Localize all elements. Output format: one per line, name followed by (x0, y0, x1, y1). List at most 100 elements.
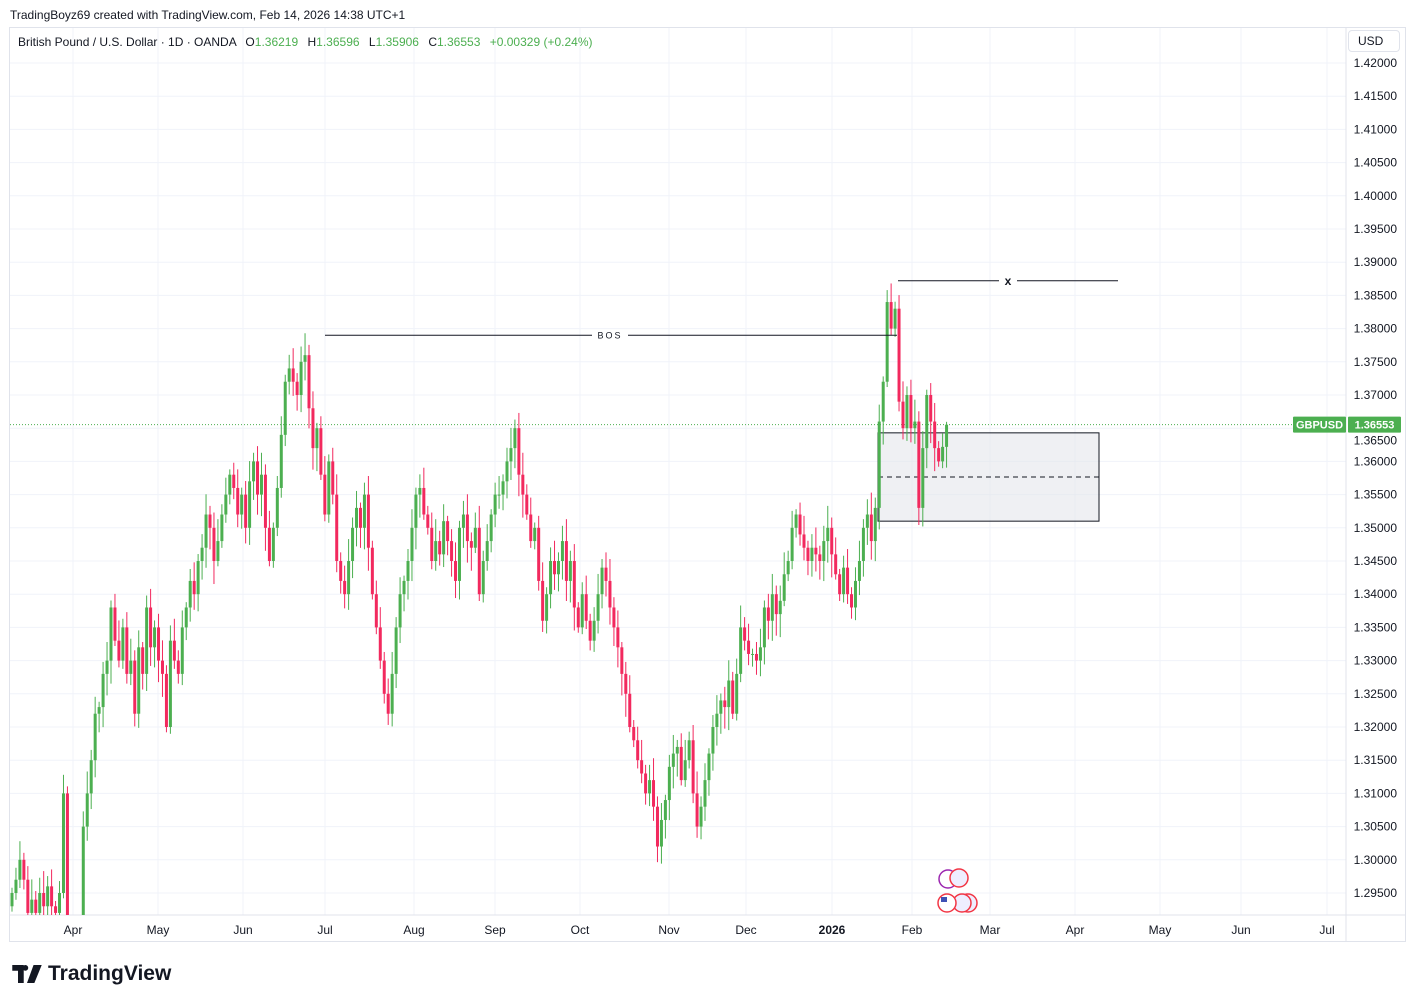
price-tick-label: 1.35000 (1354, 521, 1398, 535)
candle-up (303, 355, 307, 362)
candle-down (22, 859, 26, 880)
candle-up (687, 740, 691, 761)
price-tick-label: 1.36000 (1354, 454, 1398, 468)
candle-up (398, 594, 402, 628)
candle-down (846, 567, 850, 595)
candle-up (109, 607, 113, 661)
time-tick-label: May (1149, 923, 1172, 937)
time-tick-label: Apr (1066, 923, 1085, 937)
candle-down (628, 693, 632, 727)
candle-up (252, 461, 256, 482)
time-tick-label: Dec (735, 923, 756, 937)
candle-down (149, 607, 153, 648)
candle-down (291, 368, 295, 382)
candle-up (121, 627, 125, 661)
candle-down (113, 607, 117, 641)
time-tick-label: Oct (571, 923, 590, 937)
candle-up (406, 561, 410, 581)
candle-down (438, 541, 442, 555)
price-tick-label: 1.41500 (1354, 89, 1398, 103)
candle-down (212, 527, 216, 561)
candle-down (636, 740, 640, 761)
price-tick-label: 1.30500 (1354, 820, 1398, 834)
price-tick-label: 1.38500 (1354, 288, 1398, 302)
candle-up (299, 361, 303, 395)
price-tick-label: 1.38000 (1354, 322, 1398, 336)
candle-down (624, 673, 628, 694)
candle-down (50, 886, 54, 907)
candle-up (283, 381, 287, 435)
currency-button[interactable]: USD (1348, 30, 1400, 52)
candle-up (105, 660, 109, 674)
open-value: 1.36219 (254, 35, 299, 49)
candle-down (65, 793, 69, 915)
candle-up (85, 793, 89, 827)
candle-up (822, 541, 826, 561)
candle-up (905, 395, 909, 429)
price-tag-symbol-bg (1293, 416, 1346, 433)
open-label: O (245, 35, 255, 49)
candle-down (541, 580, 545, 621)
time-tick-label: May (147, 923, 170, 937)
candle-up (877, 421, 881, 508)
time-tick-label: Apr (64, 923, 83, 937)
candle-up (501, 481, 505, 495)
candle-down (157, 627, 161, 661)
candle-up (279, 434, 283, 488)
candle-down (335, 494, 339, 561)
candle-up (216, 541, 220, 561)
candle-up (509, 448, 513, 462)
candle-up (414, 494, 418, 528)
candle-down (584, 594, 588, 621)
candle-down (616, 627, 620, 648)
price-tick-label: 1.31000 (1354, 786, 1398, 800)
candle-up (667, 766, 671, 801)
candle-up (853, 580, 857, 608)
candle-up (457, 527, 461, 581)
candle-down (695, 793, 699, 827)
candle-down (620, 647, 624, 674)
candle-up (719, 700, 723, 714)
candle-up (648, 780, 652, 794)
time-tick-label: Mar (980, 923, 1001, 937)
candle-up (925, 395, 929, 449)
candle-up (790, 527, 794, 561)
candle-down (244, 494, 248, 528)
time-tick-label: Aug (403, 923, 424, 937)
candle-up (893, 308, 897, 329)
price-tick-label: 1.37000 (1354, 388, 1398, 402)
candle-down (370, 547, 374, 595)
candle-down (477, 527, 481, 595)
candle-down (208, 514, 212, 528)
candle-up (81, 826, 85, 915)
candle-up (885, 302, 889, 382)
candle-up (473, 527, 477, 548)
price-tick-label: 1.40000 (1354, 189, 1398, 203)
candle-up (913, 421, 917, 429)
candle-up (228, 474, 232, 495)
candle-down (834, 554, 838, 575)
candle-down (521, 474, 525, 495)
candle-down (164, 673, 168, 727)
candle-up (921, 448, 925, 508)
candle-down (564, 541, 568, 581)
tradingview-logo[interactable]: TradingView (12, 962, 171, 986)
price-tick-label: 1.35500 (1354, 488, 1398, 502)
symbol-legend: British Pound / U.S. Dollar · 1D · OANDA… (18, 35, 592, 49)
tradingview-logo-icon (12, 965, 42, 983)
symbol-name[interactable]: British Pound / U.S. Dollar · 1D · OANDA (18, 35, 237, 49)
candle-up (355, 507, 359, 528)
price-tick-label: 1.41000 (1354, 122, 1398, 136)
candle-up (513, 428, 517, 449)
price-tag-value: 1.36553 (1355, 420, 1395, 432)
candle-down (850, 594, 854, 608)
candle-up (259, 474, 263, 495)
candle-up (758, 647, 762, 661)
candle-down (426, 514, 430, 528)
candle-up (739, 627, 743, 674)
candle-down (331, 461, 335, 495)
time-tick-label: Nov (658, 923, 679, 937)
candle-down (644, 773, 648, 794)
candle-up (10, 893, 14, 907)
